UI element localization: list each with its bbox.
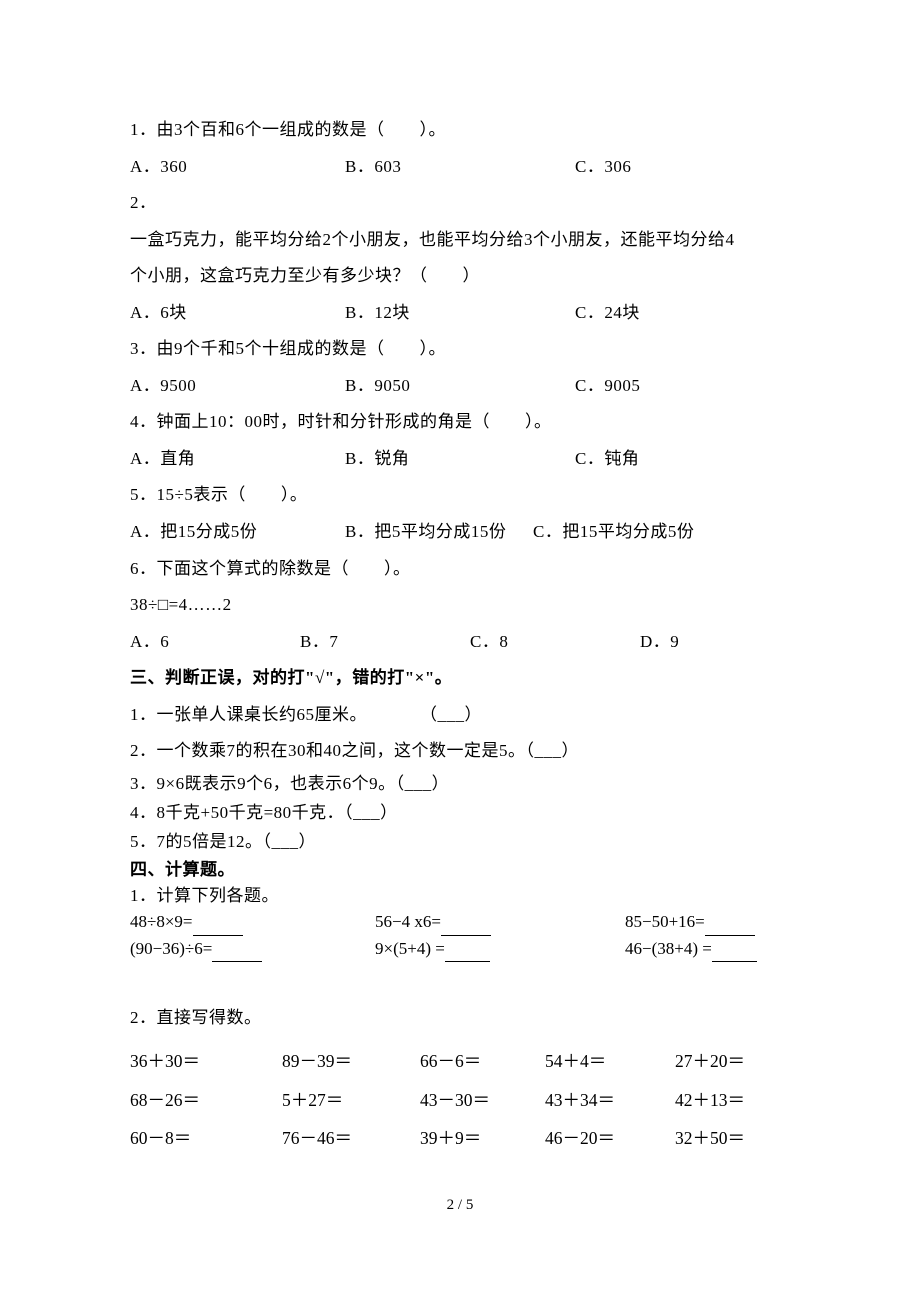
q6-choice-c: C．8 xyxy=(470,624,640,661)
math-cell: 46－20＝ xyxy=(545,1119,675,1158)
math-cell: 66－6＝ xyxy=(420,1042,545,1081)
calc-cell: 48÷8×9= xyxy=(130,909,375,935)
math-cell: 5＋27＝ xyxy=(282,1081,420,1120)
q6-choice-b: B．7 xyxy=(300,624,470,661)
s4-sub2-row1: 36＋30＝ 89－39＝ 66－6＝ 54＋4＝ 27＋20＝ xyxy=(130,1042,800,1081)
calc-cell: (90−36)÷6= xyxy=(130,936,375,962)
q6-expr: 38÷□=4……2 xyxy=(130,587,800,624)
math-cell: 68－26＝ xyxy=(130,1081,282,1120)
q1-choices: A．360 B．603 C．306 xyxy=(130,149,800,186)
calc-cell: 46−(38+4) = xyxy=(625,936,757,962)
calc-cell: 85−50+16= xyxy=(625,909,755,935)
q4-choices: A．直角 B．锐角 C．钝角 xyxy=(130,441,800,478)
math-cell: 43＋34＝ xyxy=(545,1081,675,1120)
s4-sub1-row1: 48÷8×9= 56−4 x6= 85−50+16= xyxy=(130,909,800,935)
q5-choices: A．把15分成5份 B．把5平均分成15份 C．把15平均分成5份 xyxy=(130,514,800,551)
s3-item4: 4．8千克+50千克=80千克．（___） xyxy=(130,799,800,828)
q5-choice-c: C．把15平均分成5份 xyxy=(533,514,694,551)
q3-choice-b: B．9050 xyxy=(345,368,575,405)
q2-line2: 个小朋，这盒巧克力至少有多少块？（ ） xyxy=(130,258,800,295)
math-cell: 36＋30＝ xyxy=(130,1042,282,1081)
q6-choice-a: A．6 xyxy=(130,624,300,661)
q3-choice-c: C．9005 xyxy=(575,368,640,405)
math-cell: 32＋50＝ xyxy=(675,1119,745,1158)
q3-choice-a: A．9500 xyxy=(130,368,345,405)
q1-choice-a: A．360 xyxy=(130,149,345,186)
q5-choice-b: B．把5平均分成15份 xyxy=(345,514,533,551)
s4-sub1-label: 1．计算下列各题。 xyxy=(130,883,800,909)
q2-choice-b: B．12块 xyxy=(345,295,575,332)
q4-choice-a: A．直角 xyxy=(130,441,345,478)
q2-choices: A．6块 B．12块 C．24块 xyxy=(130,295,800,332)
s4-sub2-row2: 68－26＝ 5＋27＝ 43－30＝ 43＋34＝ 42＋13＝ xyxy=(130,1081,800,1120)
q5-choice-a: A．把15分成5份 xyxy=(130,514,345,551)
section4-heading: 四、计算题。 xyxy=(130,857,800,883)
q5-stem: 5．15÷5表示（ ）。 xyxy=(130,477,800,514)
q4-choice-c: C．钝角 xyxy=(575,441,639,478)
q1-choice-c: C．306 xyxy=(575,149,631,186)
q2-line1: 一盒巧克力，能平均分给2个小朋友，也能平均分给3个小朋友，还能平均分给4 xyxy=(130,222,800,259)
q2-choice-c: C．24块 xyxy=(575,295,640,332)
q1-choice-b: B．603 xyxy=(345,149,575,186)
q1-stem: 1．由3个百和6个一组成的数是（ ）。 xyxy=(130,112,800,149)
q3-choices: A．9500 B．9050 C．9005 xyxy=(130,368,800,405)
math-cell: 42＋13＝ xyxy=(675,1081,745,1120)
q4-choice-b: B．锐角 xyxy=(345,441,575,478)
s4-sub2-row3: 60－8＝ 76－46＝ 39＋9＝ 46－20＝ 32＋50＝ xyxy=(130,1119,800,1158)
q4-stem: 4．钟面上10：00时，时针和分针形成的角是（ ）。 xyxy=(130,404,800,441)
s4-sub2-label: 2．直接写得数。 xyxy=(130,1000,800,1037)
math-cell: 39＋9＝ xyxy=(420,1119,545,1158)
q6-stem: 6．下面这个算式的除数是（ ）。 xyxy=(130,551,800,588)
calc-cell: 56−4 x6= xyxy=(375,909,625,935)
page-number: 2 / 5 xyxy=(0,1197,920,1214)
math-cell: 43－30＝ xyxy=(420,1081,545,1120)
section3-heading: 三、判断正误，对的打"√"，错的打"×"。 xyxy=(130,660,800,697)
math-cell: 27＋20＝ xyxy=(675,1042,745,1081)
math-cell: 89－39＝ xyxy=(282,1042,420,1081)
q3-stem: 3．由9个千和5个十组成的数是（ ）。 xyxy=(130,331,800,368)
s3-item3: 3．9×6既表示9个6，也表示6个9。（___） xyxy=(130,770,800,799)
s3-item5: 5．7的5倍是12。（___） xyxy=(130,828,800,857)
math-cell: 76－46＝ xyxy=(282,1119,420,1158)
s4-sub1-row2: (90−36)÷6= 9×(5+4) = 46−(38+4) = xyxy=(130,936,800,962)
math-cell: 60－8＝ xyxy=(130,1119,282,1158)
s3-item1: 1．一张单人课桌长约65厘米。 （___） xyxy=(130,697,800,734)
math-cell: 54＋4＝ xyxy=(545,1042,675,1081)
q2-choice-a: A．6块 xyxy=(130,295,345,332)
q2-num: 2． xyxy=(130,185,800,222)
q6-choices: A．6 B．7 C．8 D．9 xyxy=(130,624,800,661)
s3-item2: 2．一个数乘7的积在30和40之间，这个数一定是5。（___） xyxy=(130,733,800,770)
calc-cell: 9×(5+4) = xyxy=(375,936,625,962)
q6-choice-d: D．9 xyxy=(640,624,679,661)
